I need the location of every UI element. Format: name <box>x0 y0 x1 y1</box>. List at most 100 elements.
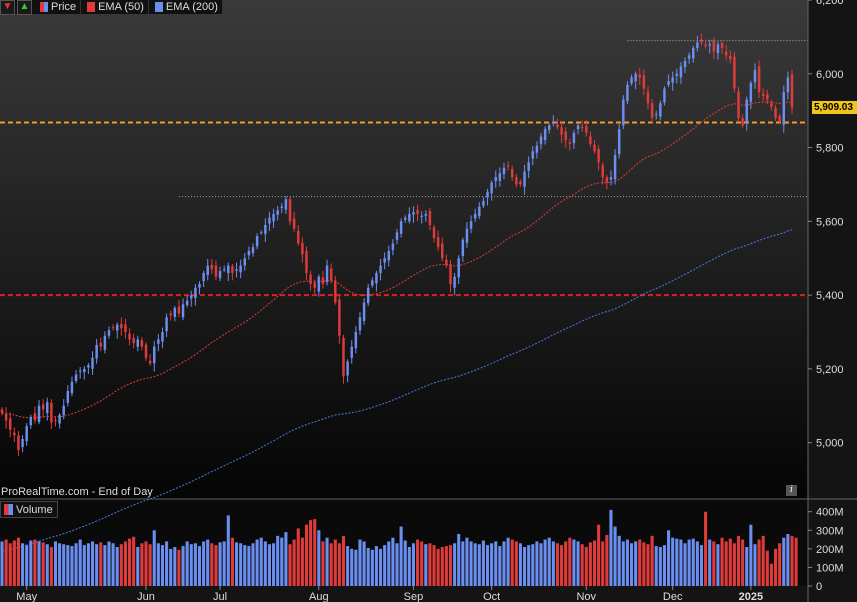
volume-tick-label: 400M <box>816 507 844 519</box>
candle-body <box>222 269 226 271</box>
candle-body <box>33 413 37 421</box>
candle-body <box>148 360 152 364</box>
volume-bar <box>25 545 29 586</box>
volume-bar <box>473 543 477 586</box>
volume-bar <box>346 546 350 586</box>
candle-body <box>305 250 308 273</box>
candle-body <box>671 77 674 83</box>
volume-bar <box>662 545 666 586</box>
candle-body <box>235 269 238 271</box>
volume-bar <box>527 545 531 586</box>
volume-bar <box>765 550 769 586</box>
candle-body <box>757 66 761 93</box>
candle-body <box>461 239 465 257</box>
volume-bar <box>37 541 41 586</box>
volume-bar <box>601 541 605 586</box>
candle-body <box>576 125 580 130</box>
volume-bar <box>564 541 568 586</box>
candle-body <box>301 242 304 255</box>
candle-body <box>239 265 242 273</box>
volume-bar <box>753 544 757 586</box>
volume-bar <box>280 537 284 586</box>
volume-bar <box>378 548 383 586</box>
legend-ema200[interactable]: EMA (200) <box>149 0 223 14</box>
legend-ema200-label: EMA (200) <box>165 1 218 13</box>
collapse-icon[interactable]: ▼ <box>0 0 15 15</box>
candle-body <box>338 299 341 336</box>
y-tick-label: 6,000 <box>816 69 844 81</box>
candle-body <box>325 265 329 282</box>
volume-bar <box>531 544 535 586</box>
candle-body <box>506 165 510 167</box>
candle-body <box>194 287 197 299</box>
candle-body <box>169 313 172 316</box>
candle-body <box>272 213 275 222</box>
volume-bar <box>704 511 708 586</box>
candle-body <box>375 272 378 284</box>
x-tick-label: Jul <box>213 591 227 602</box>
volume-bar <box>613 526 617 586</box>
volume-bar <box>230 537 234 586</box>
candle-body <box>107 330 111 336</box>
candle-body <box>41 404 45 410</box>
candle-body <box>387 250 391 261</box>
candle-body <box>745 99 748 123</box>
candle-body <box>379 265 382 273</box>
volume-legend[interactable]: Volume <box>0 501 58 518</box>
legend-ema50[interactable]: EMA (50) <box>81 0 149 14</box>
info-icon[interactable]: i <box>786 485 797 496</box>
volume-bar <box>687 539 691 586</box>
candle-body <box>729 56 732 60</box>
legend-price[interactable]: Price <box>34 0 82 14</box>
volume-bar <box>481 540 485 586</box>
volume-bar <box>234 542 239 586</box>
candle-body <box>605 177 609 183</box>
candle-body <box>679 66 683 78</box>
volume-bar <box>642 542 646 586</box>
volume-bar <box>123 541 127 586</box>
volume-bar <box>506 537 510 586</box>
candle-body <box>103 335 107 350</box>
volume-swatch <box>4 504 13 515</box>
candle-body <box>87 365 90 368</box>
volume-bar <box>41 542 45 586</box>
candle-body <box>498 173 502 181</box>
volume-bar <box>300 537 304 586</box>
volume-bar <box>82 545 86 586</box>
volume-bar <box>136 547 140 586</box>
volume-bar <box>16 537 21 586</box>
volume-bar <box>712 541 716 586</box>
candle-body <box>321 277 325 285</box>
volume-bar <box>716 544 720 586</box>
volume-bar <box>778 543 782 586</box>
volume-bar <box>728 538 732 586</box>
candle-body <box>177 306 181 314</box>
volume-bar <box>708 539 712 586</box>
candle-body <box>144 344 148 358</box>
volume-bar <box>691 538 695 586</box>
volume-bar <box>391 537 395 586</box>
volume-bar <box>119 544 123 586</box>
volume-bar <box>782 537 786 586</box>
volume-bar <box>617 535 621 586</box>
candle-body <box>4 413 8 421</box>
y-tick-label: 5,000 <box>816 438 844 450</box>
candle-body <box>712 40 716 52</box>
volume-bar <box>218 542 222 586</box>
candle-body <box>264 225 267 234</box>
volume-bar <box>539 543 543 586</box>
volume-bar <box>255 539 259 586</box>
volume-bar <box>185 541 189 586</box>
candle-body <box>231 266 234 273</box>
price-swatch <box>40 2 48 12</box>
candle-body <box>457 258 460 278</box>
candle-body <box>428 211 432 226</box>
expand-icon[interactable]: ▲ <box>17 0 32 15</box>
volume-bar <box>107 541 111 586</box>
candle-body <box>654 114 658 116</box>
volume-bar <box>679 539 683 586</box>
candle-body <box>737 91 740 119</box>
volume-bar <box>741 539 745 586</box>
volume-bar <box>103 545 107 586</box>
